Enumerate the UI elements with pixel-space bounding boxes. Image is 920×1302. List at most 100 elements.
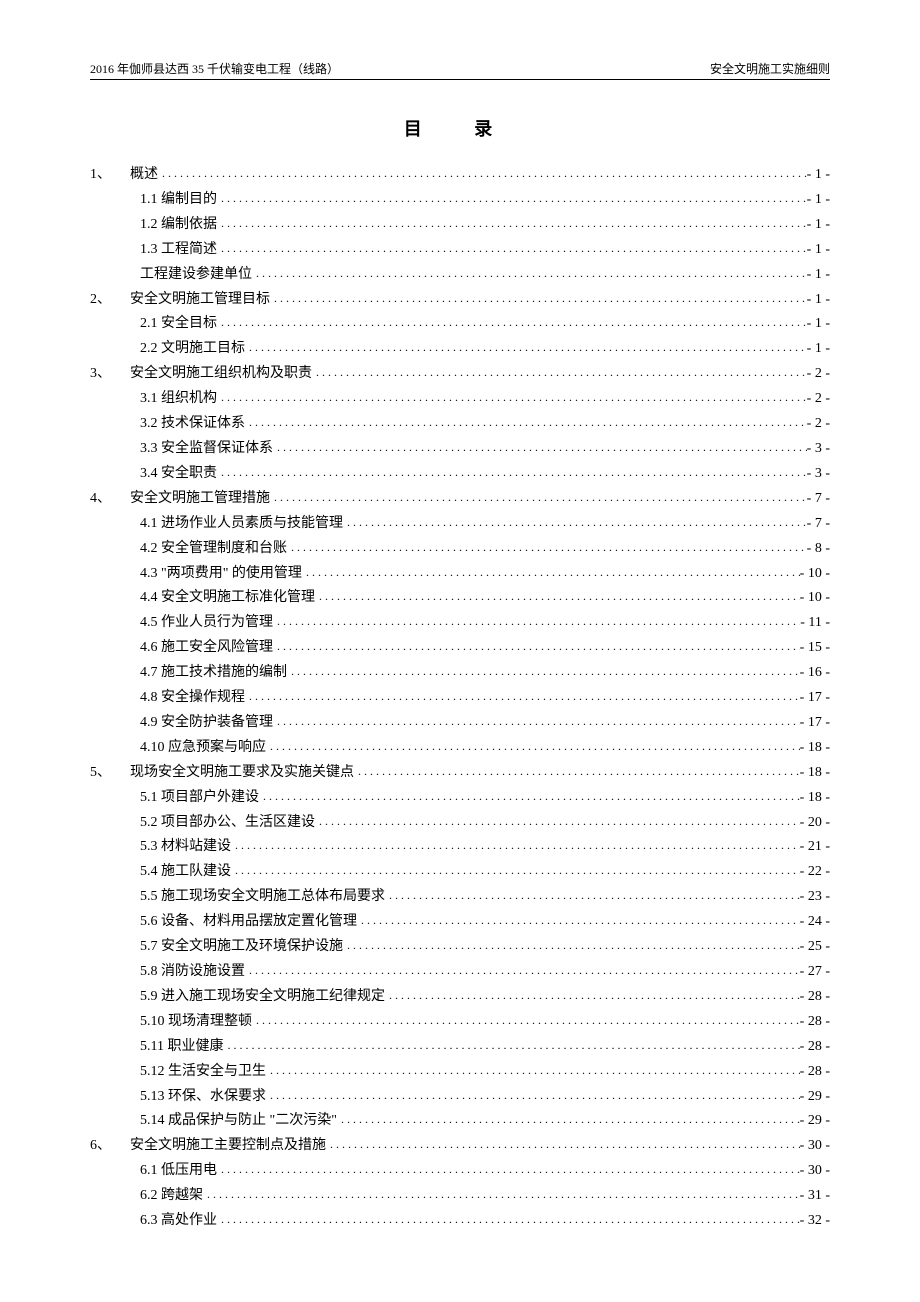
toc-page-number: - 18 - [800,736,830,761]
toc-page-number: - 23 - [800,885,830,910]
toc-dots [270,288,807,309]
toc-label: 2.2 文明施工目标 [140,337,245,362]
toc-dots [287,537,807,558]
toc-label: 6.3 高处作业 [140,1209,217,1234]
toc-page-number: - 32 - [800,1209,830,1234]
toc-page-number: - 2 - [807,387,830,412]
toc-entry: 5.9 进入施工现场安全文明施工纪律规定 - 28 - [90,985,830,1010]
toc-section-number: 5、 [90,761,130,786]
toc-dots [217,1159,800,1180]
toc-entry: 3.4 安全职责 - 3 - [90,462,830,487]
toc-page-number: - 28 - [800,1035,830,1060]
toc-entry: 5.14 成品保护与防止 "二次污染" - 29 - [90,1109,830,1134]
toc-entry: 4.7 施工技术措施的编制 - 16 - [90,661,830,686]
toc-page-number: - 3 - [807,437,830,462]
toc-dots [223,1035,799,1056]
toc-entry: 2、安全文明施工管理目标 - 1 - [90,288,830,313]
toc-section-number: 2、 [90,288,130,313]
toc-label: 5.12 生活安全与卫生 [140,1060,266,1085]
toc-entry: 4.5 作业人员行为管理 - 11 - [90,611,830,636]
header-left-text: 2016 年伽师县达西 35 千伏输变电工程（线路） [90,60,339,77]
toc-label: 5.1 项目部户外建设 [140,786,259,811]
toc-page-number: - 30 - [800,1134,830,1159]
toc-entry: 1.2 编制依据 - 1 - [90,213,830,238]
toc-entry: 5.5 施工现场安全文明施工总体布局要求 - 23 - [90,885,830,910]
toc-label: 安全文明施工组织机构及职责 [130,362,312,387]
toc-dots [217,188,807,209]
toc-entry: 4.4 安全文明施工标准化管理 - 10 - [90,586,830,611]
toc-dots [273,636,800,657]
toc-dots [217,462,807,483]
toc-entry: 5.3 材料站建设 - 21 - [90,835,830,860]
toc-dots [343,512,807,533]
toc-entry: 2.2 文明施工目标 - 1 - [90,337,830,362]
toc-entry: 1.3 工程简述 - 1 - [90,238,830,263]
toc-entry: 5.8 消防设施设置 - 27 - [90,960,830,985]
toc-page-number: - 7 - [807,487,830,512]
toc-label: 2.1 安全目标 [140,312,217,337]
toc-entry: 1.1 编制目的 - 1 - [90,188,830,213]
toc-page-number: - 1 - [807,238,830,263]
toc-dots [315,586,800,607]
toc-entry: 2.1 安全目标 - 1 - [90,312,830,337]
toc-label: 4.6 施工安全风险管理 [140,636,273,661]
toc-dots [273,711,800,732]
toc-dots [245,412,807,433]
toc-page-number: - 15 - [800,636,830,661]
toc-entry: 5、现场安全文明施工要求及实施关键点 - 18 - [90,761,830,786]
toc-label: 4.2 安全管理制度和台账 [140,537,287,562]
toc-page-number: - 1 - [807,337,830,362]
toc-page-number: - 2 - [807,362,830,387]
toc-page-number: - 10 - [800,562,830,587]
toc-label: 安全文明施工管理目标 [130,288,270,313]
page-header: 2016 年伽师县达西 35 千伏输变电工程（线路） 安全文明施工实施细则 [90,60,830,80]
toc-page-number: - 1 - [807,188,830,213]
toc-dots [302,562,800,583]
toc-label: 3.2 技术保证体系 [140,412,245,437]
toc-label: 4.3 "两项费用" 的使用管理 [140,562,302,587]
toc-page-number: - 31 - [800,1184,830,1209]
toc-page-number: - 1 - [807,312,830,337]
toc-entry: 3.2 技术保证体系 - 2 - [90,412,830,437]
toc-dots [217,312,807,333]
toc-dots [252,263,807,284]
toc-page-number: - 28 - [800,1010,830,1035]
toc-label: 安全文明施工管理措施 [130,487,270,512]
toc-entry: 4.8 安全操作规程 - 17 - [90,686,830,711]
header-right-text: 安全文明施工实施细则 [710,60,830,77]
toc-label: 5.13 环保、水保要求 [140,1085,266,1110]
toc-dots [343,935,800,956]
toc-dots [217,238,807,259]
toc-label: 4.7 施工技术措施的编制 [140,661,287,686]
toc-dots [252,1010,800,1031]
toc-label: 5.6 设备、材料用品摆放定置化管理 [140,910,357,935]
toc-label: 现场安全文明施工要求及实施关键点 [130,761,354,786]
toc-page-number: - 1 - [807,213,830,238]
toc-label: 1.2 编制依据 [140,213,217,238]
toc-title: 目 录 [90,115,830,141]
toc-label: 5.3 材料站建设 [140,835,231,860]
toc-page-number: - 10 - [800,586,830,611]
toc-dots [354,761,800,782]
toc-dots [266,1060,800,1081]
toc-entry: 4.9 安全防护装备管理 - 17 - [90,711,830,736]
toc-page-number: - 17 - [800,711,830,736]
toc-label: 4.5 作业人员行为管理 [140,611,273,636]
toc-section-number: 4、 [90,487,130,512]
toc-label: 工程建设参建单位 [140,263,252,288]
toc-label: 5.8 消防设施设置 [140,960,245,985]
toc-page-number: - 8 - [807,537,830,562]
toc-dots [245,960,800,981]
toc-dots [270,487,807,508]
toc-dots [217,1209,800,1230]
toc-entry: 4.10 应急预案与响应 - 18 - [90,736,830,761]
toc-dots [312,362,807,383]
toc-dots [273,611,800,632]
toc-page-number: - 30 - [800,1159,830,1184]
toc-entry: 3.3 安全监督保证体系 - 3 - [90,437,830,462]
toc-label: 1.1 编制目的 [140,188,217,213]
toc-label: 6.2 跨越架 [140,1184,203,1209]
toc-section-number: 3、 [90,362,130,387]
toc-entry: 5.12 生活安全与卫生 - 28 - [90,1060,830,1085]
toc-entry: 4.6 施工安全风险管理 - 15 - [90,636,830,661]
